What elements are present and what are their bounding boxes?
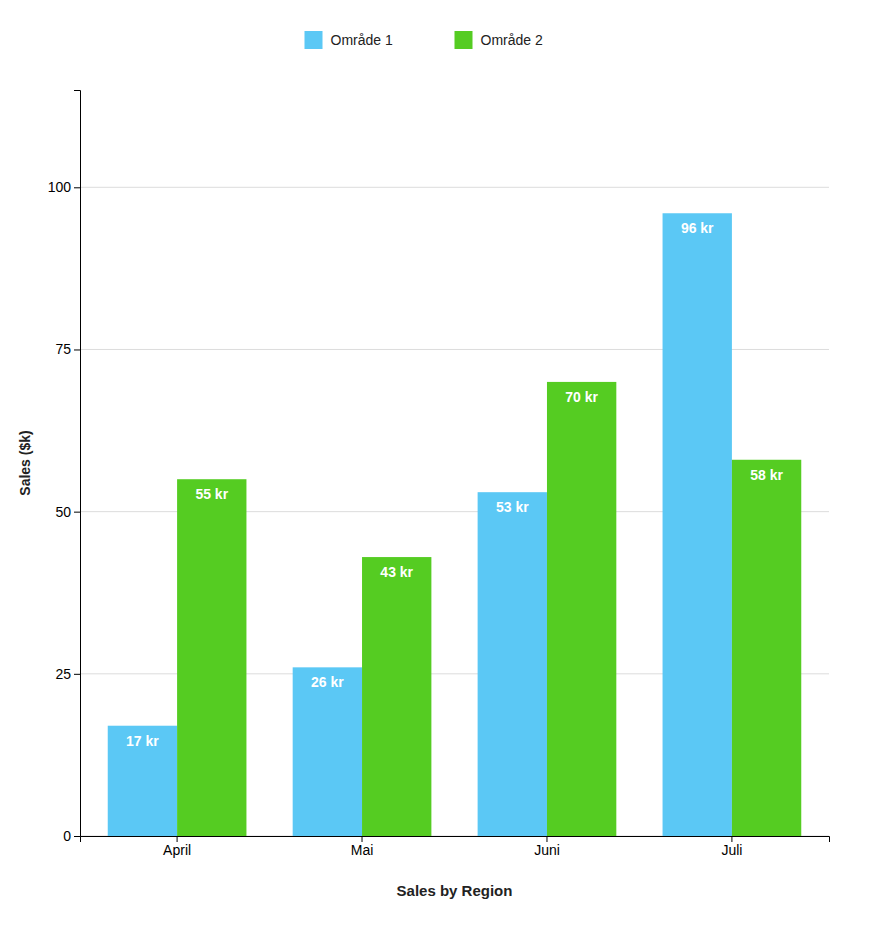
data-label: 53 kr <box>496 499 529 515</box>
y-tick: 50 <box>55 504 80 520</box>
y-tick-mark <box>74 349 80 350</box>
y-tick: 25 <box>55 666 80 682</box>
y-tick-label: 0 <box>63 828 71 844</box>
y-axis-title: Sales ($k) <box>17 430 33 495</box>
x-tick-label: April <box>163 842 191 858</box>
y-axis-line <box>74 91 81 837</box>
bar <box>547 382 616 836</box>
y-tick-mark <box>74 674 80 675</box>
legend-swatch <box>305 31 323 49</box>
x-tick-label: Juli <box>721 842 742 858</box>
x-tick: Mai <box>351 836 374 858</box>
data-label: 58 kr <box>750 467 783 483</box>
legend-swatch <box>455 31 473 49</box>
y-tick: 75 <box>55 341 80 357</box>
y-tick-mark <box>74 512 80 513</box>
y-tick-label: 50 <box>55 504 71 520</box>
y-tick: 100 <box>48 179 80 195</box>
bar <box>362 557 431 836</box>
y-tick: 0 <box>63 828 80 844</box>
grid <box>80 187 829 836</box>
bar <box>177 479 246 836</box>
x-tick-label: Mai <box>351 842 374 858</box>
y-tick-label: 75 <box>55 341 71 357</box>
data-label: 70 kr <box>565 389 598 405</box>
x-axis-title: Sales by Region <box>397 882 513 899</box>
legend-item: Område 2 <box>455 31 543 49</box>
bar-series <box>108 213 732 836</box>
plot: 17 kr 26 kr 53 kr 96 kr 55 kr 43 kr 70 kr 58 kr… <box>48 91 830 858</box>
data-label: 43 kr <box>380 564 413 580</box>
bar <box>478 492 547 836</box>
y-tick-label: 25 <box>55 666 71 682</box>
y-tick-mark <box>74 187 80 188</box>
x-tick: Juli <box>721 836 742 858</box>
chart: 17 kr 26 kr 53 kr 96 kr 55 kr 43 kr 70 kr 58 kr… <box>0 0 869 936</box>
x-tick-label: Juni <box>534 842 560 858</box>
bar <box>108 726 177 836</box>
y-tick-mark <box>74 836 80 837</box>
data-label: 55 kr <box>195 486 228 502</box>
y-tick-label: 100 <box>48 179 72 195</box>
legend-item: Område 1 <box>305 31 393 49</box>
bars <box>108 213 802 836</box>
x-tick: Juni <box>534 836 560 858</box>
legend-label: Område 1 <box>331 32 393 48</box>
bar-series <box>177 382 801 836</box>
x-axis-line <box>81 837 830 843</box>
legend-label: Område 2 <box>481 32 543 48</box>
data-label: 17 kr <box>126 733 159 749</box>
data-labels: 17 kr 26 kr 53 kr 96 kr 55 kr 43 kr 70 kr 58 kr <box>126 220 783 748</box>
bar <box>293 667 362 836</box>
x-tick: April <box>163 836 191 858</box>
grid-line <box>80 187 829 188</box>
x-axis: April Mai Juni Juli <box>81 836 830 858</box>
legend: Område 1 Område 2 <box>305 31 543 49</box>
data-label: 96 kr <box>681 220 714 236</box>
bar <box>663 213 732 836</box>
y-axis: 0 25 50 75 100 <box>48 91 81 844</box>
data-label: 26 kr <box>311 674 344 690</box>
bar <box>732 460 801 836</box>
